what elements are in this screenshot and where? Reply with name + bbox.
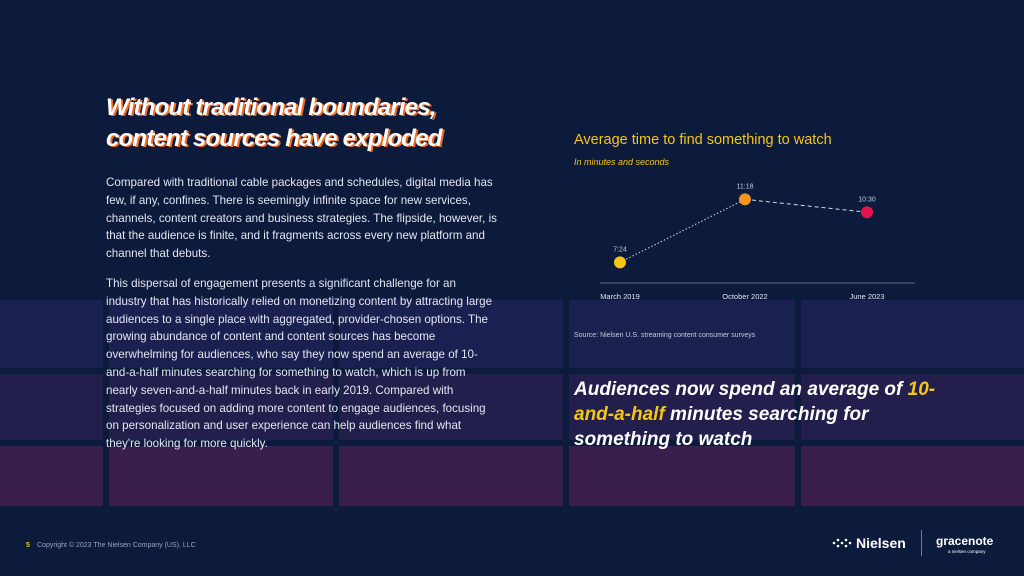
background-tile [339,374,563,440]
series-line-segment [619,198,746,263]
background-tile [801,300,1024,368]
background-tile [801,374,1024,440]
background-tile [569,446,795,506]
callout-text: Audiences now spend an average of 10-and… [574,377,954,452]
x-tick-label: March 2019 [600,292,640,301]
body-text: Compared with traditional cable packages… [106,174,498,465]
nielsen-mark-icon [832,538,852,548]
callout-after: minutes searching for something to watch [574,404,869,450]
background-tile [801,446,1024,506]
callout-before: Audiences now spend an average of [574,379,908,400]
background-tile [569,374,795,440]
logo-divider [921,530,922,556]
background-tile [339,446,563,506]
line-chart: 7:24 March 2019 11:18 October 2022 10:30 June… [600,183,915,301]
page-title-line1: Without traditional boundaries, [106,94,436,121]
chart-title: Average time to find something to watch [574,132,832,148]
background-tile [109,374,333,440]
background-tile [0,300,103,368]
data-label: 7:24 [613,246,627,253]
data-point [861,206,873,219]
chart-source: Source: Nielsen U.S. streaming content c… [574,332,756,339]
page-title: Without traditional boundaries, content … [106,92,442,154]
body-paragraph-2: This dispersal of engagement presents a … [106,276,493,451]
background-tile [109,300,333,368]
callout-highlight: 10-and-a-half [574,379,936,425]
nielsen-logo: Nielsen [832,535,906,551]
background-tile [109,446,333,506]
nielsen-logo-text: Nielsen [856,535,906,551]
series-line-segment [744,198,868,213]
x-tick-label: June 2023 [849,292,884,301]
background-tile [0,374,103,440]
data-point [739,193,751,206]
data-point [614,256,626,269]
page-number: 5 [26,542,30,549]
x-tick-label: October 2022 [722,292,767,301]
body-paragraph-1: Compared with traditional cable packages… [106,176,497,261]
data-label: 10:30 [858,196,876,203]
copyright-text: Copyright © 2023 The Nielsen Company (US… [37,542,196,549]
chart-subtitle: In minutes and seconds [574,157,670,167]
background-tile [569,300,795,368]
page-title-line2: content sources have exploded [106,125,442,152]
data-label: 11:18 [737,183,754,190]
background-tile [0,446,103,506]
gracenote-logo: gracenote [936,534,994,548]
gracenote-logo-subtitle: a nielsen company [948,549,986,554]
background-tile [339,300,563,368]
